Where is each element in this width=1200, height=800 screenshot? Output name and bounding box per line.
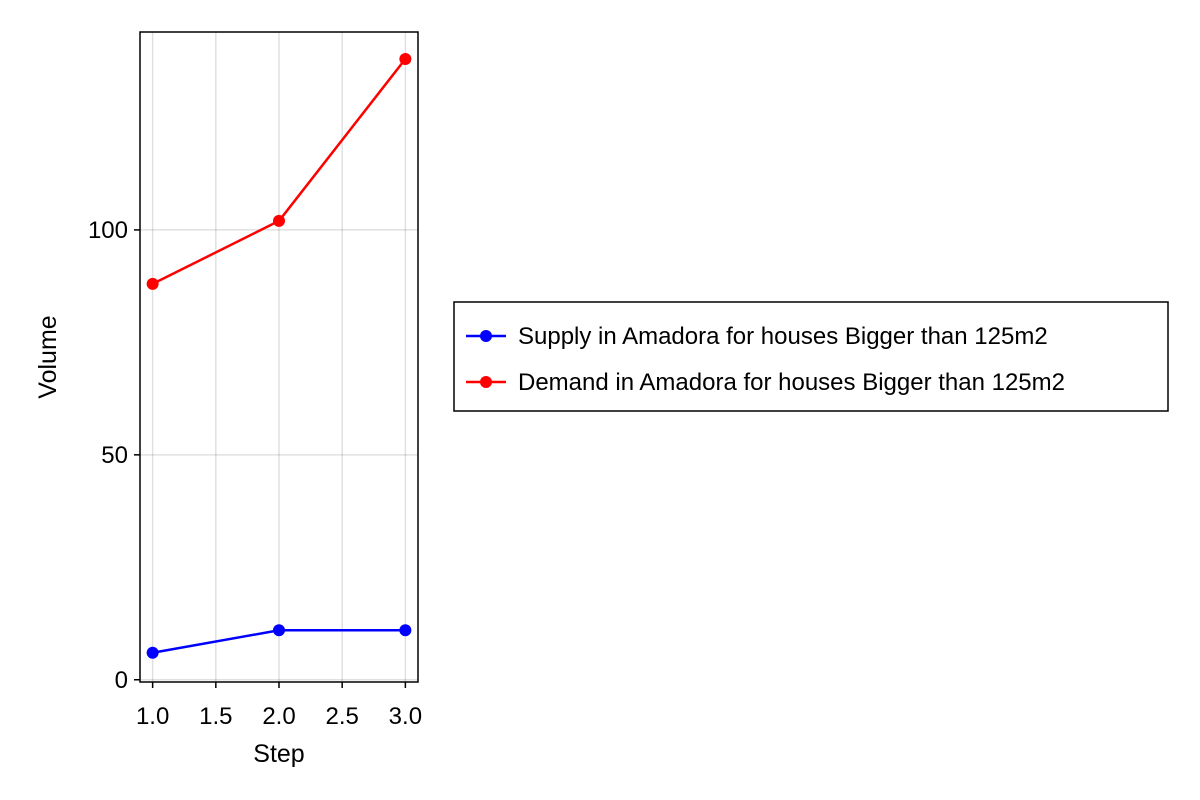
y-axis-ticks: 0 50 100 — [88, 217, 140, 694]
legend-marker-2 — [480, 376, 492, 388]
series-layer — [146, 52, 412, 659]
x-axis-ticks: 1.0 1.5 2.0 2.5 3.0 — [136, 682, 422, 730]
x-axis-label: Step — [253, 740, 304, 768]
data-point — [399, 624, 412, 637]
data-point — [273, 624, 285, 637]
legend-box — [453, 301, 1169, 412]
x-tick-label: 2.5 — [325, 703, 358, 730]
data-point — [146, 277, 159, 290]
y-axis-label: Volume — [34, 315, 62, 398]
x-tick-label: 1.0 — [136, 703, 169, 730]
legend: Supply in Amadora for houses Bigger than… — [453, 301, 1169, 412]
y-tick-label: 0 — [115, 667, 128, 694]
x-tick-label: 1.5 — [199, 703, 232, 730]
data-point — [146, 646, 159, 659]
x-tick-label: 3.0 — [389, 703, 422, 730]
legend-marker-1 — [480, 330, 492, 342]
y-tick-label: 50 — [101, 442, 128, 469]
y-tick-label: 100 — [88, 217, 128, 244]
legend-label-1: Supply in Amadora for houses Bigger than… — [518, 323, 1048, 350]
legend-items: Supply in Amadora for houses Bigger than… — [466, 323, 1065, 396]
data-point — [273, 214, 285, 227]
data-point — [399, 52, 412, 65]
x-tick-label: 2.0 — [262, 703, 295, 730]
grid — [140, 32, 418, 682]
legend-label-2: Demand in Amadora for houses Bigger than… — [518, 369, 1065, 396]
